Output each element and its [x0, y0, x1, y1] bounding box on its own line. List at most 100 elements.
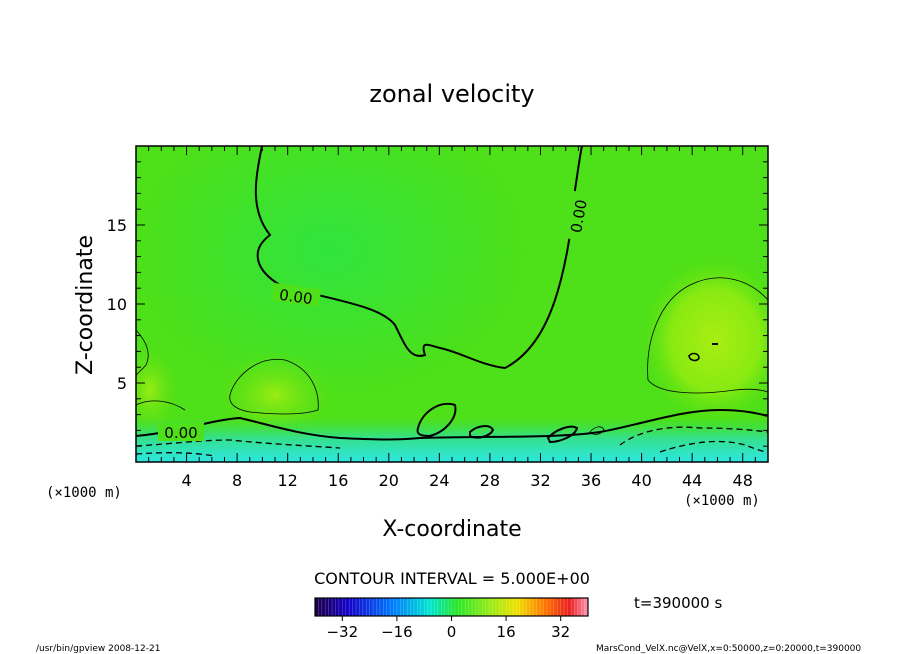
colorbar-cell [390, 598, 394, 616]
contour-positive [647, 277, 768, 394]
colorbar-cell [547, 598, 551, 616]
colorbar-cell [359, 598, 364, 616]
contour-positive [229, 358, 319, 415]
x-tick-label: 8 [232, 471, 242, 490]
colorbar-cell [489, 598, 493, 616]
colorbar-cell [376, 598, 381, 616]
colorbar-cell [574, 598, 579, 616]
colorbar-cell [437, 598, 442, 616]
y-axis-label: Z-coordinate [73, 235, 98, 375]
colorbar-cell [475, 598, 480, 616]
colorbar-ticks: −32 −16 0 16 32 [326, 616, 570, 641]
svg-text:0.00: 0.00 [164, 424, 197, 442]
colorbar-cell [410, 598, 415, 616]
colorbar-cell [509, 598, 514, 616]
colorbar-cell [529, 598, 534, 616]
colorbar-cell [567, 598, 572, 616]
y-tick-label: 15 [107, 216, 127, 235]
colorbar-tick-label: 0 [447, 623, 457, 641]
colorbar-cell [564, 598, 568, 616]
colorbar-cell [584, 598, 589, 616]
y-axis: 5 10 15 [107, 161, 768, 447]
colorbar-cell [321, 598, 326, 616]
colorbar-cell [581, 598, 585, 616]
colorbar-cell [413, 598, 418, 616]
colorbar-cell [454, 598, 459, 616]
colorbar-cell [540, 598, 544, 616]
colorbar-cell [451, 598, 456, 616]
colorbar-cell [332, 598, 336, 616]
contour-negative [136, 452, 216, 457]
contour-negative [136, 439, 341, 449]
colorbar-cell [570, 598, 575, 616]
contour-label: 0.00 [158, 423, 204, 442]
colorbar-tick-label: −32 [326, 623, 358, 641]
x-tick-label: 28 [480, 471, 500, 490]
colorbar-cell [427, 598, 432, 616]
colorbar-cell [335, 598, 340, 616]
contour-interval: CONTOUR INTERVAL = 5.000E+00 [314, 569, 590, 588]
colorbar-cell [516, 598, 521, 616]
colorbar-cell [417, 598, 422, 616]
x-tick-label: 36 [581, 471, 601, 490]
colorbar-cell [434, 598, 439, 616]
colorbar-cell [386, 598, 391, 616]
x-tick-label: 44 [682, 471, 702, 490]
colorbar-tick-label: 32 [551, 623, 570, 641]
contour-positive [136, 400, 186, 411]
colorbar-cell [393, 598, 398, 616]
colorbar-cell [553, 598, 558, 616]
colorbar-cell [349, 598, 353, 616]
contour-negative [619, 426, 768, 446]
y-unit-note: (×1000 m) [684, 493, 760, 509]
contour-negative [659, 440, 768, 453]
contour-positive [589, 426, 605, 435]
colorbar-cell [492, 598, 497, 616]
colorbar-cell [383, 598, 387, 616]
x-tick-label: 32 [530, 471, 550, 490]
x-tick-label: 16 [328, 471, 348, 490]
colorbar-tick-label: −16 [381, 623, 413, 641]
colorbar-cell [465, 598, 469, 616]
colorbar-cell [523, 598, 527, 616]
contour-label: 0.00 [563, 190, 591, 242]
svg-text:0.00: 0.00 [278, 286, 314, 308]
contour-zero-loop [416, 402, 457, 438]
colorbar-cell [495, 598, 500, 616]
contour-label: 0.00 [271, 282, 322, 308]
colorbar-cell [471, 598, 476, 616]
x-axis: 4 8 12 16 20 24 28 32 36 40 44 48 [148, 146, 756, 490]
contour-zero-loop [688, 352, 700, 362]
contour-zero-main [254, 146, 583, 370]
x-unit-note: (×1000 m) [46, 485, 122, 501]
colorbar-cell [355, 598, 360, 616]
colorbar-cell [577, 598, 582, 616]
colorbar-cell [325, 598, 329, 616]
colorbar-cell [448, 598, 452, 616]
x-axis-label: X-coordinate [382, 517, 521, 542]
colorbar-cell [485, 598, 490, 616]
colorbar-tick-label: 16 [497, 623, 516, 641]
colorbar-cell [461, 598, 466, 616]
colorbar-cell [431, 598, 435, 616]
plot-field: 0.00 0.00 0.00 [136, 146, 768, 462]
colorbar-cell [533, 598, 538, 616]
colorbar-cell [366, 598, 370, 616]
x-tick-label: 48 [733, 471, 753, 490]
colorbar-cell [506, 598, 510, 616]
svg-text:0.00: 0.00 [567, 198, 591, 234]
colorbar-cell [543, 598, 548, 616]
colorbar-cell [526, 598, 531, 616]
y-tick-label: 10 [107, 295, 127, 314]
footer-right: MarsCond_VelX.nc@VelX,x=0:50000,z=0:2000… [596, 644, 861, 654]
colorbar-cell [373, 598, 377, 616]
colorbar-cell [403, 598, 408, 616]
colorbar-cell [468, 598, 473, 616]
contour-zero-loop [546, 425, 579, 444]
colorbar-cell [441, 598, 445, 616]
colorbar-cell [318, 598, 323, 616]
colorbar-cell [482, 598, 486, 616]
colorbar-cell [342, 598, 347, 616]
colorbar-cell [352, 598, 357, 616]
